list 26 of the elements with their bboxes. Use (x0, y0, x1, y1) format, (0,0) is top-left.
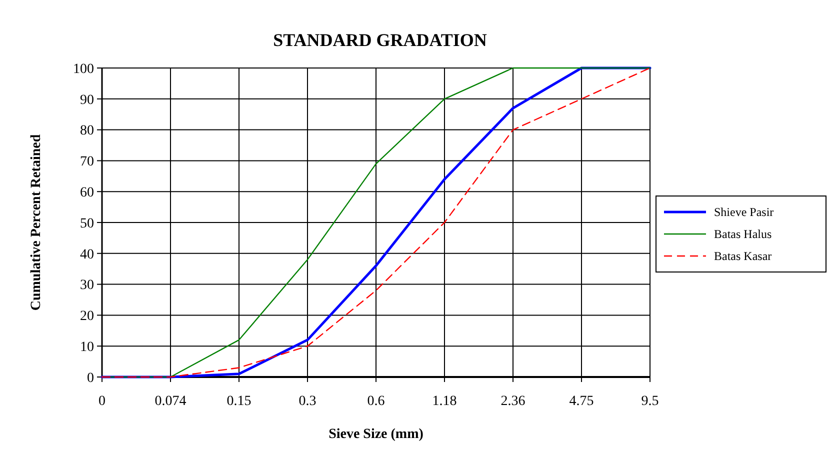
x-tick-label: 0.15 (226, 394, 252, 409)
y-tick-label: 50 (80, 216, 94, 232)
y-tick-label: 30 (80, 278, 94, 294)
x-tick-label: 0 (98, 394, 106, 409)
y-axis-title: Cumulative Percent Retained (29, 134, 44, 311)
y-tick-label: 80 (80, 124, 94, 139)
x-axis-title: Sieve Size (mm) (328, 427, 424, 442)
x-tick-label: 0.074 (154, 394, 186, 409)
legend-label: Shieve Pasir (714, 205, 774, 220)
y-tick-label: 60 (80, 186, 94, 200)
y-tick-label: 20 (80, 309, 94, 324)
y-tick-label: 10 (80, 340, 94, 355)
x-tick-label: 9.5 (641, 394, 659, 409)
x-tick-label: 0.6 (367, 394, 385, 409)
x-tick-label: 0.3 (298, 394, 316, 409)
legend-label: Batas Halus (714, 227, 772, 242)
legend-label: Batas Kasar (714, 249, 772, 264)
x-tick-label: 2.36 (500, 394, 526, 409)
y-tick-label: 0 (87, 370, 94, 386)
chart-title: STANDARD GRADATION (273, 30, 487, 50)
x-tick-label: 1.18 (432, 394, 457, 409)
y-tick-label: 40 (80, 247, 94, 262)
y-tick-label: 90 (80, 92, 94, 108)
y-tick-label: 70 (80, 154, 94, 170)
y-tick-label: 100 (73, 62, 94, 77)
x-tick-label: 4.75 (569, 394, 594, 409)
